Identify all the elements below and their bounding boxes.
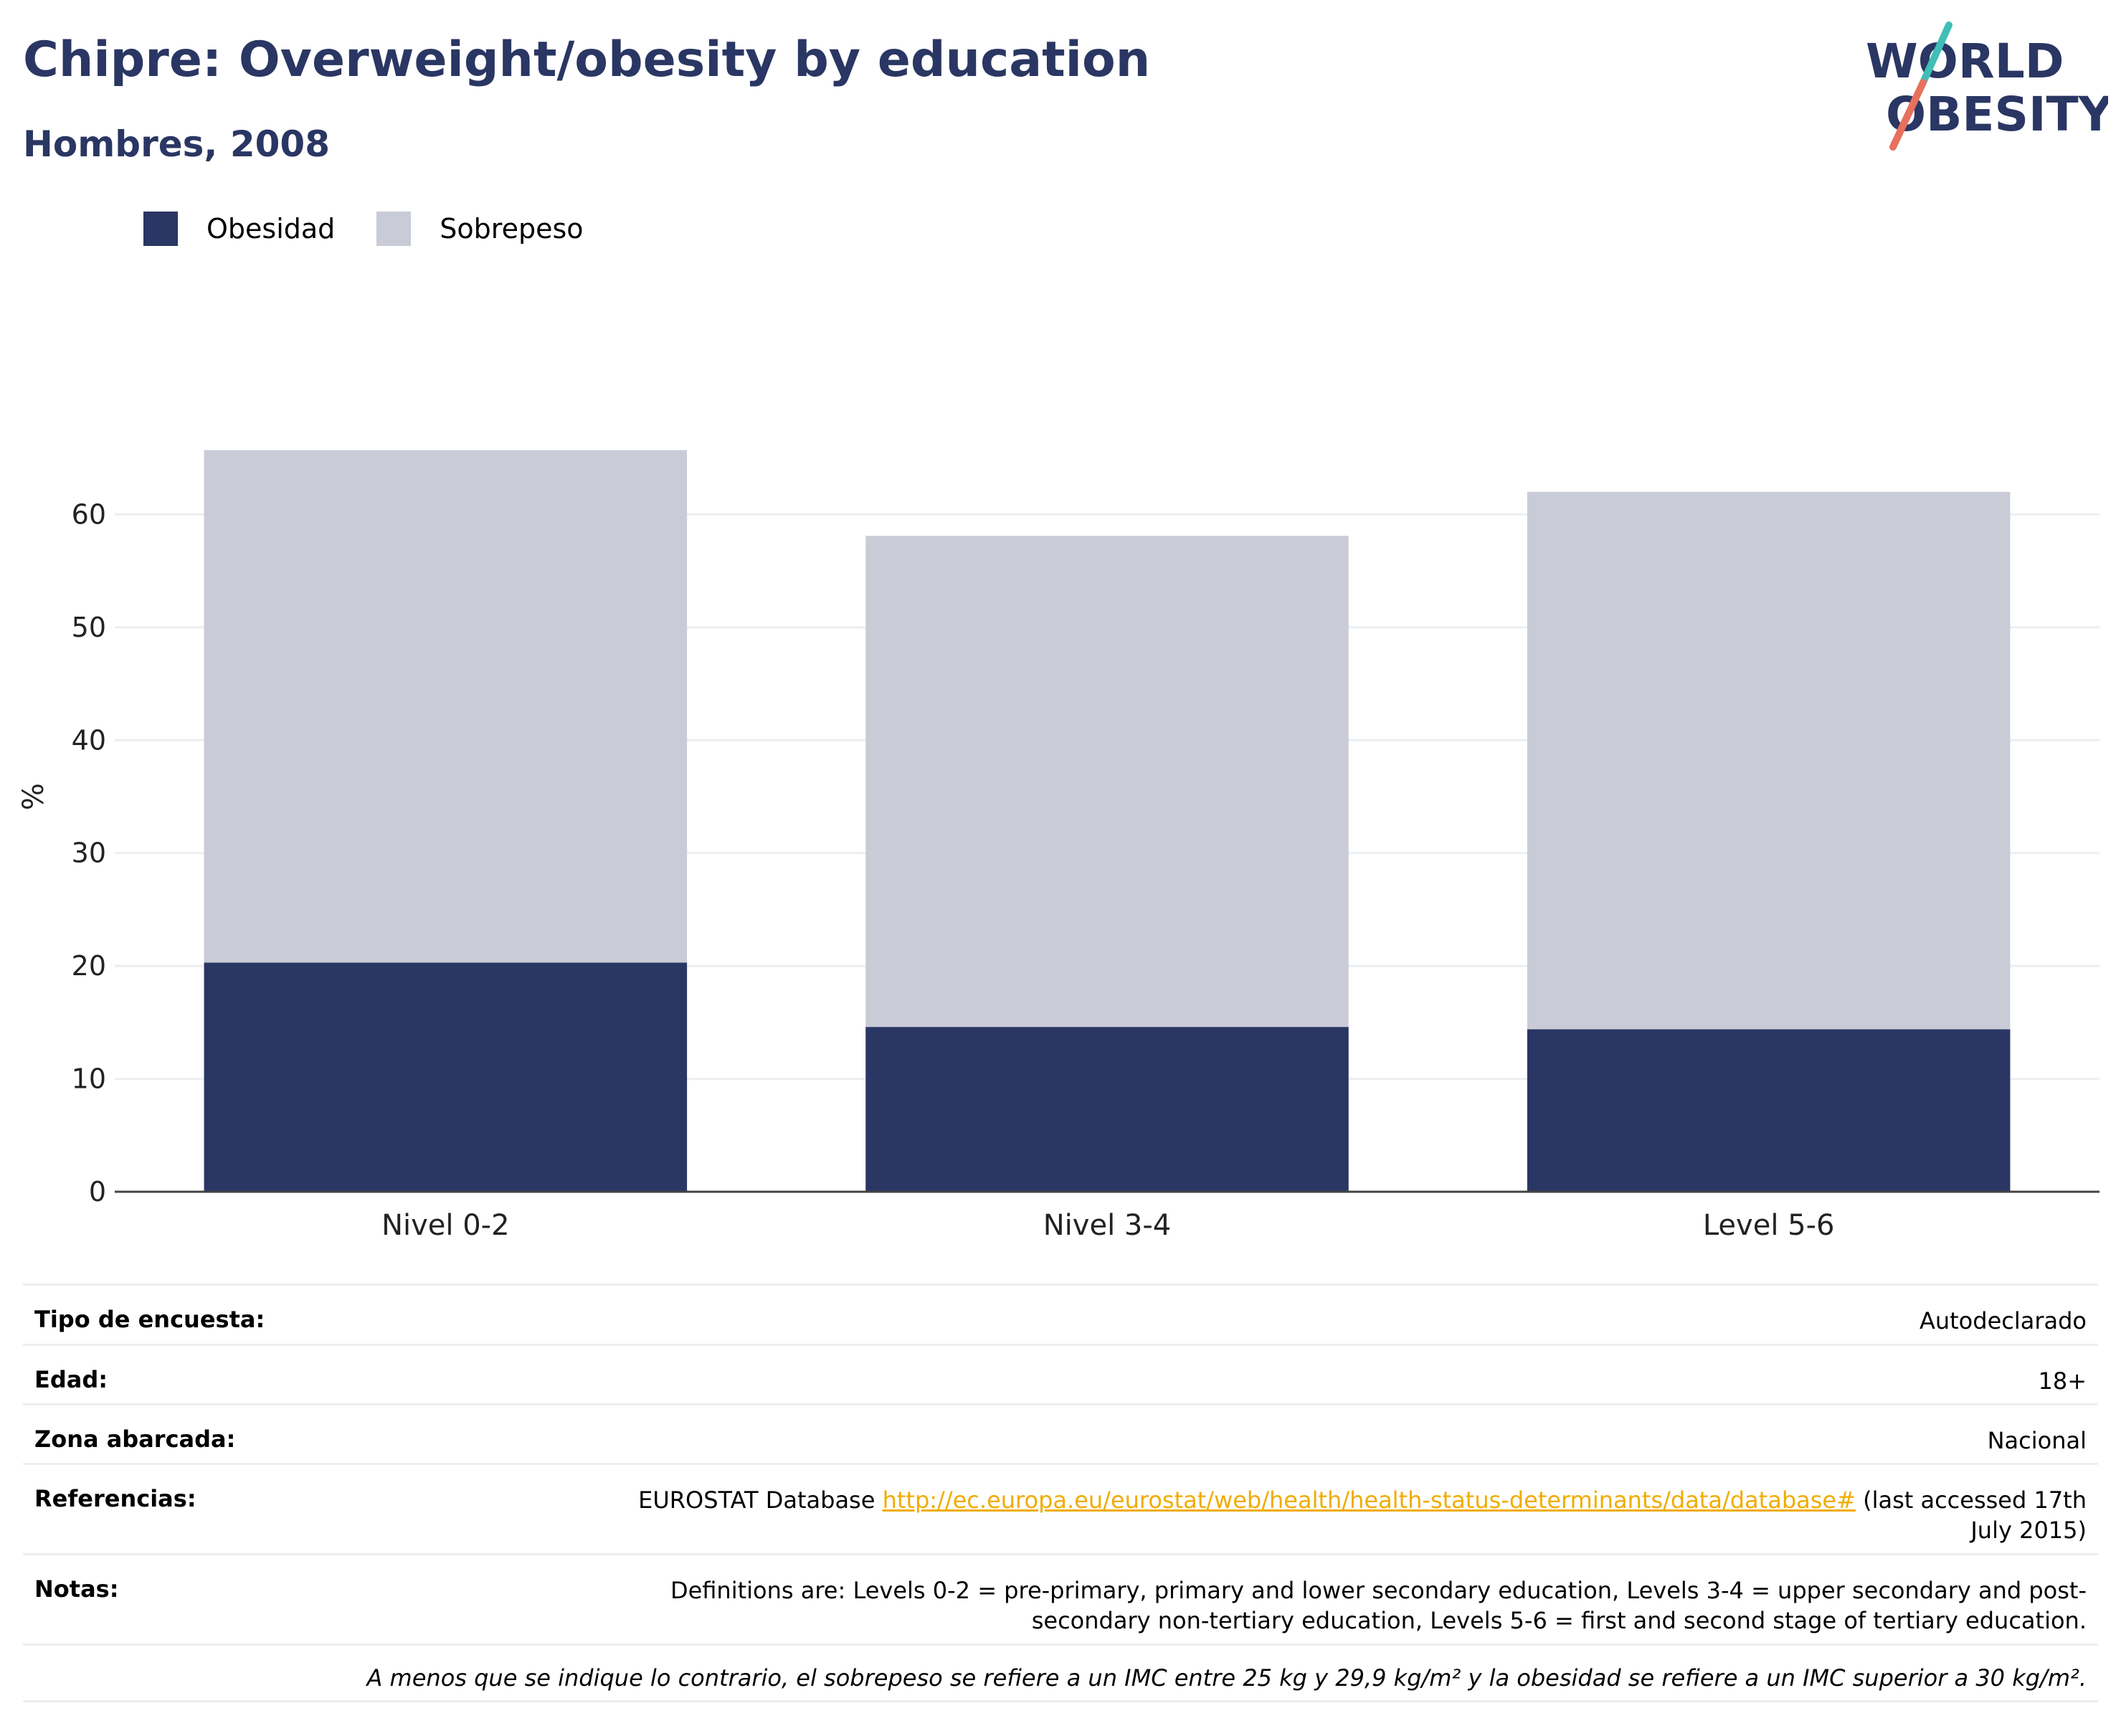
x-tick-label-1: Nivel 3-4: [1043, 1209, 1171, 1242]
x-tick-label-2: Level 5-6: [1703, 1209, 1835, 1242]
world-obesity-logo: WORLD OBESITY: [1866, 22, 2108, 151]
references-prefix: EUROSTAT Database: [638, 1486, 883, 1514]
y-tick-label-0: 0: [89, 1176, 106, 1208]
legend-label-sobrepeso: Sobrepeso: [440, 213, 584, 245]
logo-slash-red: [1889, 79, 1927, 151]
bar-obesidad-0: [204, 962, 688, 1192]
bar-sobrepeso-2: [1527, 491, 2011, 1030]
meta-value-survey: Autodeclarado: [1919, 1307, 2087, 1334]
meta-row-survey: Tipo de encuesta: Autodeclarado: [23, 1284, 2098, 1344]
bar-sobrepeso-0: [204, 450, 688, 963]
meta-key-notes: Notas:: [34, 1575, 119, 1603]
references-link[interactable]: http://ec.europa.eu/eurostat/web/health/…: [882, 1486, 1856, 1514]
meta-value-notes: Definitions are: Levels 0-2 = pre-primar…: [670, 1577, 2087, 1634]
meta-value-references: EUROSTAT Database http://ec.europa.eu/eu…: [617, 1485, 2087, 1545]
legend-label-obesidad: Obesidad: [207, 213, 336, 245]
stacked-bar-chart: 0 10 20 30 40 50 60 Nivel 0-2 Nivel 3-4 Level 5-6…: [17, 450, 2099, 1242]
y-tick-label-50: 50: [72, 612, 106, 643]
meta-key-area: Zona abarcada:: [34, 1426, 236, 1453]
legend-swatch-sobrepeso: [376, 212, 412, 246]
logo-line1: WORLD: [1866, 34, 2064, 89]
meta-row-references: Referencias: EUROSTAT Database http://ec…: [23, 1463, 2098, 1553]
meta-value-age: 18+: [2038, 1367, 2087, 1395]
y-tick-label-20: 20: [72, 950, 106, 982]
bar-obesidad-2: [1527, 1029, 2011, 1192]
x-tick-label-0: Nivel 0-2: [381, 1209, 509, 1242]
meta-row-area: Zona abarcada: Nacional: [23, 1403, 2098, 1463]
bar-sobrepeso-1: [865, 536, 1349, 1028]
legend-item-sobrepeso[interactable]: Sobrepeso: [376, 212, 584, 246]
y-tick-label-40: 40: [72, 724, 106, 756]
metadata-table: Tipo de encuesta: Autodeclarado Edad: 18…: [23, 1284, 2098, 1702]
chart-title: Chipre: Overweight/obesity by education: [23, 32, 1151, 88]
legend-item-obesidad[interactable]: Obesidad: [143, 212, 335, 246]
legend-swatch-obesidad: [143, 212, 178, 246]
bar-obesidad-1: [865, 1027, 1349, 1192]
logo-slash-teal: [1920, 22, 1952, 86]
chart-legend: Obesidad Sobrepeso: [143, 212, 625, 246]
logo-line2: OBESITY: [1886, 87, 2108, 142]
meta-key-age: Edad:: [34, 1366, 108, 1393]
y-tick-label-10: 10: [72, 1063, 106, 1095]
meta-row-age: Edad: 18+: [23, 1344, 2098, 1403]
meta-value-area: Nacional: [1987, 1427, 2087, 1454]
y-axis-label: %: [17, 783, 50, 810]
y-tick-label-30: 30: [72, 838, 106, 869]
footnote: A menos que se indique lo contrario, el …: [23, 1643, 2098, 1702]
y-tick-label-60: 60: [72, 498, 106, 530]
meta-key-survey: Tipo de encuesta:: [34, 1306, 265, 1333]
meta-row-notes: Notas: Definitions are: Levels 0-2 = pre…: [23, 1553, 2098, 1643]
meta-key-references: Referencias:: [34, 1485, 196, 1512]
references-suffix: (last accessed 17th July 2015): [1855, 1486, 2087, 1544]
chart-subtitle: Hombres, 2008: [23, 123, 330, 165]
